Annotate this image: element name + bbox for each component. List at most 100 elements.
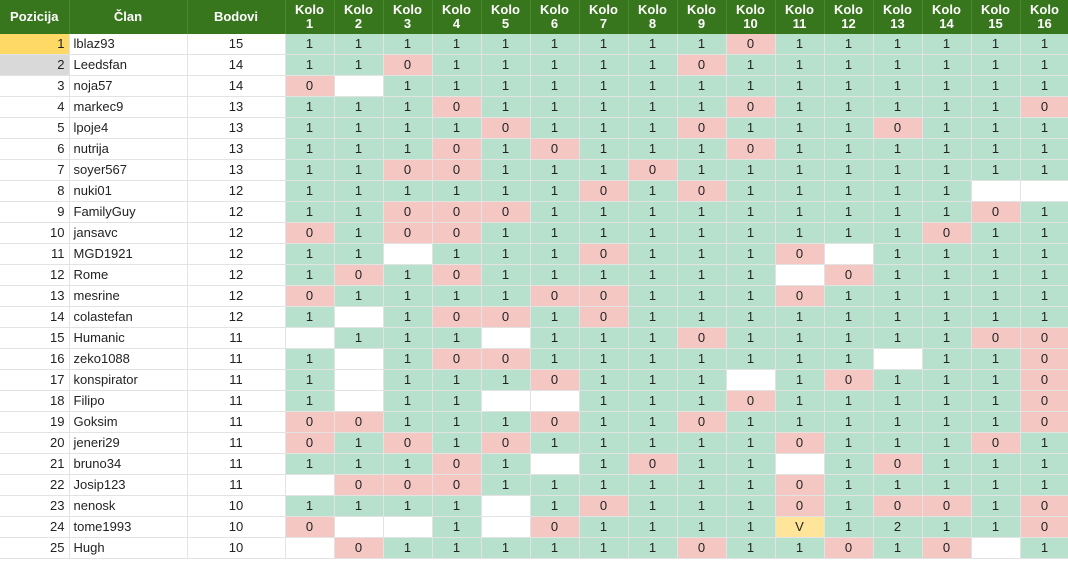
cell-round-11[interactable] (775, 264, 825, 286)
cell-round-3[interactable]: 0 (383, 201, 433, 223)
cell-round-16[interactable]: 1 (1020, 537, 1068, 559)
cell-round-15[interactable]: 0 (971, 201, 1021, 223)
cell-round-4[interactable]: 0 (432, 264, 482, 286)
cell-round-3[interactable]: 1 (383, 264, 433, 286)
cell-round-11[interactable]: 0 (775, 243, 825, 265)
cell-round-14[interactable]: 1 (922, 201, 972, 223)
cell-points[interactable]: 13 (187, 159, 286, 181)
cell-round-9[interactable]: 0 (677, 117, 727, 139)
cell-round-10[interactable]: 0 (726, 138, 776, 160)
cell-round-3[interactable]: 0 (383, 432, 433, 454)
cell-round-9[interactable]: 1 (677, 222, 727, 244)
cell-round-8[interactable]: 1 (628, 222, 678, 244)
cell-round-14[interactable]: 1 (922, 411, 972, 433)
cell-round-12[interactable]: 1 (824, 201, 874, 223)
cell-round-15[interactable]: 1 (971, 285, 1021, 307)
cell-round-7[interactable]: 0 (579, 243, 629, 265)
cell-round-3[interactable]: 1 (383, 348, 433, 370)
cell-round-11[interactable]: 1 (775, 537, 825, 559)
cell-position[interactable]: 10 (0, 222, 70, 244)
cell-round-1[interactable]: 1 (285, 243, 335, 265)
header-round-1[interactable]: Kolo 1 (285, 0, 335, 34)
cell-round-8[interactable]: 1 (628, 34, 678, 55)
cell-round-7[interactable]: 1 (579, 369, 629, 391)
cell-round-6[interactable]: 0 (530, 138, 580, 160)
cell-points[interactable]: 13 (187, 138, 286, 160)
header-round-10[interactable]: Kolo 10 (726, 0, 776, 34)
cell-round-10[interactable]: 1 (726, 117, 776, 139)
cell-round-14[interactable]: 1 (922, 432, 972, 454)
cell-member[interactable]: mesrine (69, 285, 188, 307)
cell-round-5[interactable]: 1 (481, 54, 531, 76)
cell-round-16[interactable]: 0 (1020, 369, 1068, 391)
cell-round-16[interactable]: 1 (1020, 34, 1068, 55)
cell-round-1[interactable]: 1 (285, 495, 335, 517)
cell-round-14[interactable]: 1 (922, 327, 972, 349)
cell-round-5[interactable]: 0 (481, 117, 531, 139)
cell-round-5[interactable]: 0 (481, 306, 531, 328)
cell-round-1[interactable]: 1 (285, 117, 335, 139)
cell-round-11[interactable]: 1 (775, 306, 825, 328)
cell-round-13[interactable]: 1 (873, 369, 923, 391)
cell-round-11[interactable]: 0 (775, 474, 825, 496)
cell-member[interactable]: Leedsfan (69, 54, 188, 76)
cell-position[interactable]: 24 (0, 516, 70, 538)
cell-round-7[interactable]: 1 (579, 159, 629, 181)
cell-round-12[interactable]: 1 (824, 495, 874, 517)
cell-round-9[interactable]: 1 (677, 159, 727, 181)
cell-round-12[interactable]: 1 (824, 285, 874, 307)
cell-points[interactable]: 13 (187, 117, 286, 139)
cell-points[interactable]: 11 (187, 474, 286, 496)
cell-round-4[interactable]: 0 (432, 306, 482, 328)
cell-round-7[interactable]: 0 (579, 495, 629, 517)
cell-round-2[interactable]: 1 (334, 138, 384, 160)
cell-round-4[interactable]: 0 (432, 348, 482, 370)
cell-round-13[interactable]: 1 (873, 138, 923, 160)
cell-member[interactable]: bruno34 (69, 453, 188, 475)
cell-points[interactable]: 12 (187, 201, 286, 223)
cell-position[interactable]: 20 (0, 432, 70, 454)
cell-round-5[interactable]: 1 (481, 34, 531, 55)
cell-round-15[interactable]: 1 (971, 243, 1021, 265)
cell-round-11[interactable] (775, 453, 825, 475)
cell-round-4[interactable]: 1 (432, 327, 482, 349)
cell-member[interactable]: markec9 (69, 96, 188, 118)
cell-round-12[interactable]: 1 (824, 54, 874, 76)
cell-round-2[interactable] (334, 306, 384, 328)
cell-round-13[interactable]: 1 (873, 285, 923, 307)
cell-round-2[interactable]: 1 (334, 180, 384, 202)
cell-round-4[interactable]: 0 (432, 201, 482, 223)
cell-member[interactable]: konspirator (69, 369, 188, 391)
cell-round-16[interactable]: 1 (1020, 117, 1068, 139)
cell-points[interactable]: 11 (187, 327, 286, 349)
cell-round-14[interactable]: 1 (922, 369, 972, 391)
cell-round-2[interactable] (334, 348, 384, 370)
cell-round-14[interactable]: 1 (922, 306, 972, 328)
cell-round-9[interactable]: 1 (677, 516, 727, 538)
cell-round-3[interactable]: 1 (383, 306, 433, 328)
cell-round-2[interactable]: 1 (334, 243, 384, 265)
cell-round-9[interactable]: 1 (677, 474, 727, 496)
cell-round-6[interactable]: 1 (530, 306, 580, 328)
cell-round-3[interactable]: 1 (383, 390, 433, 412)
cell-round-12[interactable]: 1 (824, 306, 874, 328)
cell-position[interactable]: 25 (0, 537, 70, 559)
cell-round-1[interactable]: 1 (285, 201, 335, 223)
header-position[interactable]: Pozicija (0, 0, 70, 34)
cell-round-12[interactable]: 1 (824, 159, 874, 181)
cell-round-14[interactable]: 0 (922, 495, 972, 517)
cell-round-11[interactable]: 1 (775, 159, 825, 181)
cell-round-6[interactable]: 1 (530, 348, 580, 370)
cell-position[interactable]: 19 (0, 411, 70, 433)
cell-round-12[interactable]: 1 (824, 432, 874, 454)
cell-position[interactable]: 3 (0, 75, 70, 97)
cell-position[interactable]: 13 (0, 285, 70, 307)
cell-round-8[interactable]: 1 (628, 180, 678, 202)
cell-round-1[interactable]: 1 (285, 264, 335, 286)
cell-round-4[interactable]: 0 (432, 453, 482, 475)
cell-round-12[interactable]: 1 (824, 117, 874, 139)
cell-round-8[interactable]: 1 (628, 327, 678, 349)
cell-round-12[interactable]: 1 (824, 390, 874, 412)
cell-round-10[interactable]: 1 (726, 285, 776, 307)
cell-round-12[interactable]: 1 (824, 516, 874, 538)
